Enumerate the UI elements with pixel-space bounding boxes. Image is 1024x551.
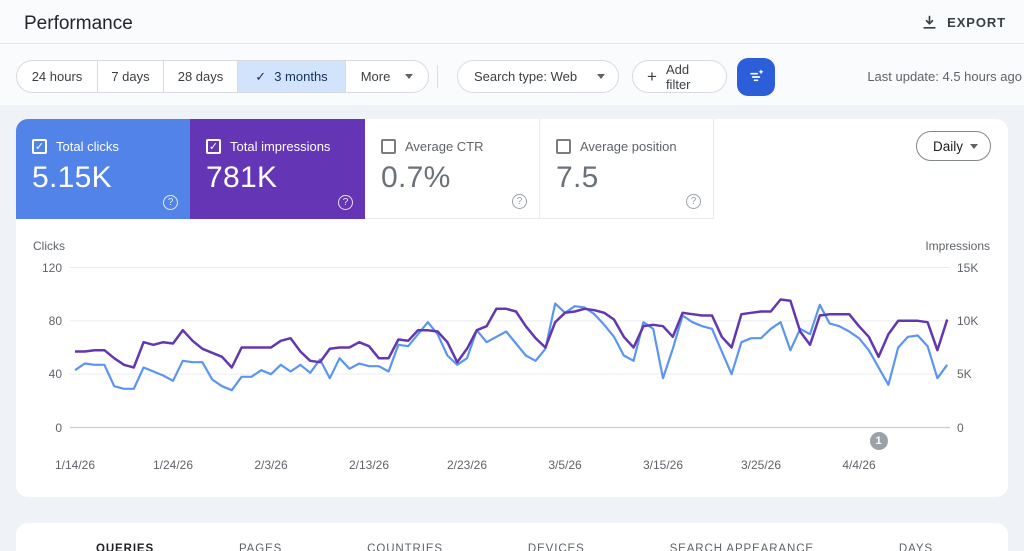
chevron-down-icon	[405, 74, 414, 79]
plus-icon: +	[647, 67, 657, 86]
right-axis-title: Impressions	[925, 239, 990, 253]
range-chip-more[interactable]: More	[346, 61, 428, 92]
x-axis-tick: 1/24/26	[152, 458, 194, 472]
metric-label: Average CTR	[405, 139, 484, 154]
content-area: ✓ Total clicks 5.15K ? ✓ Total impressio…	[0, 105, 1024, 551]
check-icon: ✓	[208, 141, 219, 153]
x-axis-tick: 2/13/26	[348, 458, 390, 472]
metric-label: Total clicks	[56, 139, 119, 154]
search-type-label: Search type: Web	[474, 69, 578, 84]
tab-countries[interactable]: COUNTRIES	[367, 543, 443, 551]
date-range-filter-group: 24 hours 7 days 28 days ✓ 3 months More	[16, 60, 429, 93]
range-chip-3-months[interactable]: ✓ 3 months	[238, 61, 346, 92]
filter-divider	[437, 65, 438, 88]
ai-filter-button[interactable]	[737, 58, 775, 96]
chevron-down-icon	[970, 143, 978, 149]
y-axis-tick-right: 10K	[957, 313, 979, 328]
metric-label: Average position	[580, 139, 677, 154]
y-axis-tick-right: 5K	[957, 367, 972, 382]
checkbox-average-ctr[interactable]: ✓	[381, 139, 396, 154]
annotation-badge[interactable]: 1	[869, 432, 888, 450]
metric-card-total-clicks[interactable]: ✓ Total clicks 5.15K ?	[16, 119, 190, 219]
metric-label: Total impressions	[230, 139, 331, 154]
export-label: EXPORT	[947, 14, 1006, 30]
granularity-dropdown[interactable]: Daily	[915, 131, 991, 161]
export-button[interactable]: EXPORT	[911, 6, 1016, 38]
tab-queries[interactable]: QUERIES	[96, 543, 155, 551]
checkbox-total-clicks[interactable]: ✓	[32, 139, 47, 154]
x-axis-tick: 1/14/26	[54, 458, 96, 472]
y-axis-tick-left: 40	[48, 367, 62, 382]
check-icon: ✓	[255, 68, 267, 84]
x-axis-tick: 2/23/26	[446, 458, 488, 472]
search-type-chip[interactable]: Search type: Web	[457, 60, 619, 93]
x-axis-tick: 3/15/26	[642, 458, 684, 472]
tune-sparkle-icon	[746, 66, 766, 89]
range-chip-24-hours[interactable]: 24 hours	[17, 61, 98, 92]
tab-pages[interactable]: PAGES	[238, 543, 283, 551]
metric-value: 0.7%	[381, 161, 451, 194]
help-icon[interactable]: ?	[338, 195, 353, 210]
chevron-down-icon	[597, 74, 605, 79]
tab-devices[interactable]: DEVICES	[527, 543, 585, 551]
metric-value: 5.15K	[32, 161, 112, 194]
metric-card-average-position[interactable]: ✓ Average position 7.5 ?	[540, 119, 714, 219]
range-chip-28-days[interactable]: 28 days	[164, 61, 238, 92]
y-axis-tick-right: 15K	[957, 260, 979, 275]
page-header: Performance EXPORT 24 hours 7 days 28 da…	[0, 0, 1024, 105]
metric-value: 7.5	[556, 161, 599, 194]
dimension-tabs: QUERIES PAGES COUNTRIES DEVICES SEARCH A…	[16, 523, 1008, 551]
metric-card-average-ctr[interactable]: ✓ Average CTR 0.7% ?	[365, 119, 540, 219]
help-icon[interactable]: ?	[686, 194, 701, 209]
help-icon[interactable]: ?	[163, 195, 178, 210]
y-axis-tick-left: 0	[55, 420, 62, 435]
x-axis-tick: 2/3/26	[254, 458, 288, 472]
checkbox-total-impressions[interactable]: ✓	[206, 139, 221, 154]
x-axis-tick: 4/4/26	[842, 458, 876, 472]
y-axis-tick-left: 80	[48, 313, 62, 328]
page-title: Performance	[24, 13, 133, 34]
add-filter-label: Add filter	[665, 61, 691, 92]
tab-days[interactable]: DAYS	[898, 543, 933, 551]
granularity-label: Daily	[932, 138, 963, 154]
x-axis-tick: 3/5/26	[548, 458, 582, 472]
last-update-text: Last update: 4.5 hours ago	[867, 69, 1022, 84]
metric-card-total-impressions[interactable]: ✓ Total impressions 781K ?	[190, 119, 365, 219]
metric-value: 781K	[206, 161, 278, 194]
check-icon: ✓	[34, 141, 45, 153]
y-axis-tick-right: 0	[957, 420, 964, 435]
performance-chart-card: ✓ Total clicks 5.15K ? ✓ Total impressio…	[16, 119, 1008, 497]
header-divider	[0, 43, 1024, 44]
left-axis-title: Clicks	[33, 239, 65, 253]
checkbox-average-position[interactable]: ✓	[556, 139, 571, 154]
y-axis-tick-left: 120	[41, 260, 62, 275]
add-filter-chip[interactable]: + Add filter	[632, 60, 727, 93]
download-icon	[921, 14, 938, 31]
dimensions-card: QUERIES PAGES COUNTRIES DEVICES SEARCH A…	[16, 523, 1008, 551]
performance-line-chart	[70, 267, 950, 429]
x-axis-tick: 3/25/26	[740, 458, 782, 472]
help-icon[interactable]: ?	[512, 194, 527, 209]
tab-search-appearance[interactable]: SEARCH APPEARANCE	[669, 543, 814, 551]
metrics-row: ✓ Total clicks 5.15K ? ✓ Total impressio…	[16, 119, 1008, 219]
range-chip-7-days[interactable]: 7 days	[98, 61, 164, 92]
